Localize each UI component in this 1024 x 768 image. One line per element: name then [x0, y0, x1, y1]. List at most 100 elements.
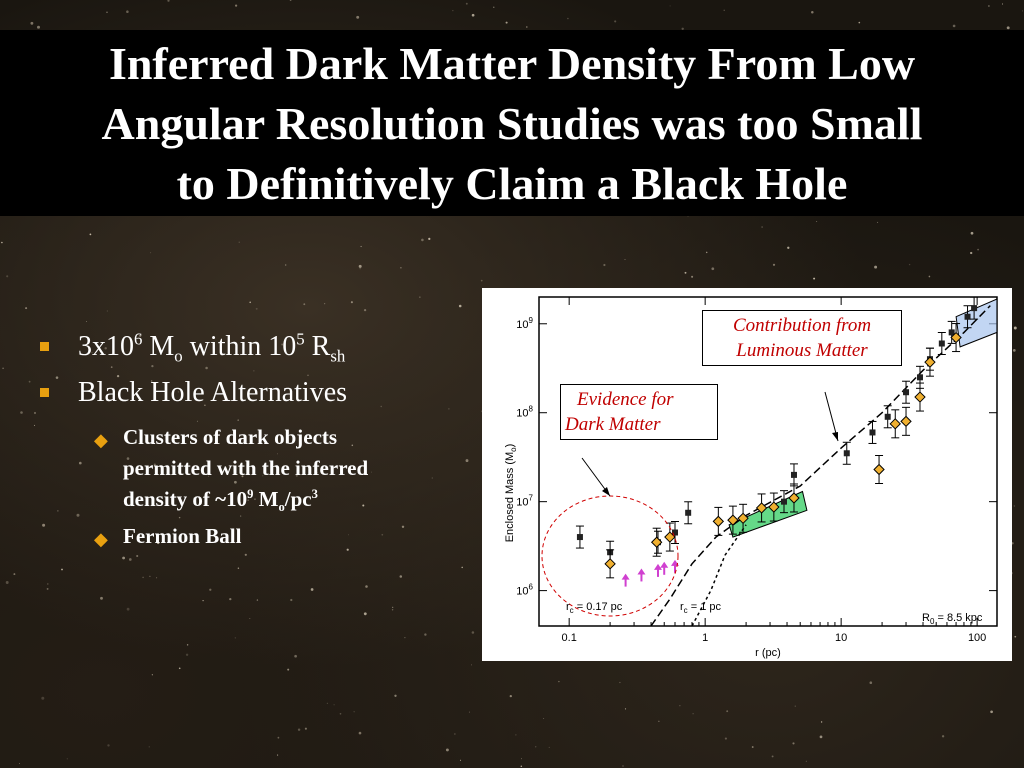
- star: [431, 477, 433, 479]
- star: [970, 251, 973, 255]
- bullet-mass: 3x106 Mo within 105 Rsh: [36, 330, 476, 364]
- star: [346, 548, 349, 551]
- diamond-point: [914, 391, 926, 403]
- star: [679, 705, 681, 707]
- dark-arrowhead: [602, 487, 610, 496]
- star: [295, 474, 298, 477]
- star: [548, 746, 550, 748]
- square-bullet-icon: [40, 388, 49, 397]
- star: [20, 411, 23, 414]
- star: [990, 710, 993, 714]
- star: [151, 380, 153, 382]
- sub-bullet-clusters: ◆ Clusters of dark objects permitted wit…: [94, 425, 369, 515]
- title-band: [0, 30, 1024, 216]
- star: [244, 553, 247, 556]
- star: [28, 380, 31, 383]
- star: [772, 263, 776, 266]
- square-point: [916, 374, 923, 381]
- star: [208, 475, 210, 477]
- star: [234, 637, 236, 639]
- diamond-point: [889, 418, 901, 430]
- star: [543, 718, 545, 719]
- star: [1011, 542, 1014, 545]
- star: [380, 405, 382, 408]
- star: [303, 303, 306, 306]
- star: [363, 612, 367, 616]
- sub-bullet-fermion: ◆ Fermion Ball: [36, 521, 476, 552]
- star: [237, 419, 239, 421]
- square-point: [884, 413, 891, 420]
- star: [304, 727, 307, 730]
- star: [705, 251, 708, 254]
- star: [128, 558, 132, 561]
- star: [819, 735, 823, 739]
- star: [153, 463, 156, 466]
- star: [2, 367, 4, 370]
- star: [681, 27, 684, 30]
- star: [858, 21, 861, 24]
- star: [205, 366, 208, 370]
- star: [78, 461, 82, 465]
- star: [204, 404, 206, 407]
- title-line-3: to Definitively Claim a Black Hole: [176, 158, 848, 209]
- star: [19, 762, 21, 764]
- diamond-point: [755, 502, 768, 514]
- star: [351, 444, 354, 447]
- y-tick-label-0: 106: [516, 583, 533, 598]
- star: [787, 246, 790, 249]
- star: [724, 737, 727, 740]
- star: [622, 765, 624, 767]
- star: [461, 566, 463, 569]
- star: [235, 4, 238, 7]
- star: [249, 617, 251, 620]
- star: [1006, 26, 1010, 30]
- star: [391, 609, 394, 611]
- star: [365, 585, 368, 588]
- star: [326, 702, 329, 704]
- diamond-point: [788, 492, 800, 504]
- star: [33, 411, 37, 415]
- star: [445, 748, 449, 752]
- star: [55, 376, 59, 379]
- rc-017-annotation: rc = 0.17 pc: [566, 601, 623, 615]
- title-line-2: Angular Resolution Studies was too Small: [101, 98, 923, 149]
- star: [525, 26, 528, 28]
- y-tick-label-3: 109: [516, 316, 533, 331]
- star: [234, 480, 237, 484]
- star: [952, 24, 956, 28]
- star: [30, 21, 34, 25]
- star: [977, 248, 979, 251]
- star: [404, 637, 406, 639]
- star: [339, 712, 342, 715]
- star: [691, 275, 694, 278]
- star: [238, 241, 240, 243]
- star: [811, 10, 814, 14]
- dark-matter-callout: Evidence for Dark Matter: [560, 384, 718, 440]
- star: [353, 711, 355, 713]
- x-tick-label-3: 100: [968, 632, 986, 644]
- star: [520, 765, 523, 767]
- star: [316, 472, 318, 474]
- star: [723, 9, 725, 11]
- star: [324, 303, 326, 305]
- star: [452, 10, 454, 12]
- star: [307, 374, 309, 377]
- star: [1013, 505, 1015, 507]
- star: [281, 343, 284, 346]
- star: [116, 374, 120, 378]
- star: [515, 734, 517, 736]
- star: [428, 237, 431, 241]
- star: [805, 760, 807, 762]
- star: [151, 674, 153, 676]
- star: [908, 263, 911, 266]
- star: [465, 459, 469, 463]
- star: [669, 5, 671, 7]
- star: [509, 694, 512, 698]
- diamond-point: [604, 558, 616, 570]
- diamond-point: [768, 501, 780, 513]
- star: [185, 653, 189, 656]
- star: [86, 320, 88, 322]
- star: [624, 708, 627, 710]
- square-point: [964, 313, 971, 320]
- star: [459, 759, 462, 761]
